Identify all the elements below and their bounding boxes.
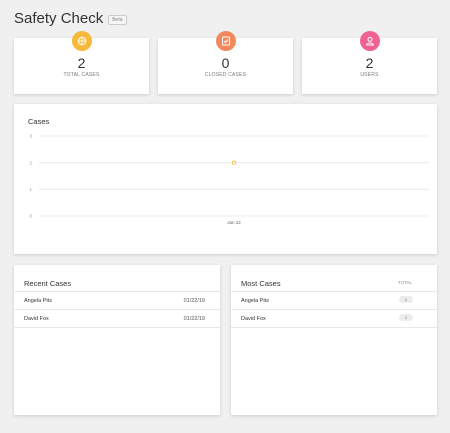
beta-badge: Beta: [108, 15, 127, 25]
total-column-header: TOTAL: [397, 280, 412, 285]
y-tick-label: 3: [29, 134, 32, 139]
case-user-name: Angela Pits: [24, 298, 52, 304]
cases-chart-card: Cases 0 1 2 3 Jan 22: [14, 104, 437, 254]
stat-value: 0: [221, 55, 230, 71]
case-user-name: Angela Pits: [241, 298, 269, 304]
cases-chart: 0 1 2 3 Jan 22: [29, 134, 429, 225]
stat-label: USERS: [360, 72, 379, 78]
stat-label: TOTAL CASES: [63, 72, 100, 78]
stat-card-total-cases: 2 TOTAL CASES: [14, 31, 149, 94]
list-item[interactable]: David Fox 1: [231, 310, 437, 328]
user-icon: [359, 31, 380, 51]
case-count-badge: 1: [399, 314, 413, 321]
stat-card-closed-cases: 0 CLOSED CASES: [158, 31, 293, 94]
y-tick-label: 0: [29, 214, 32, 219]
recent-cases-title: Recent Cases: [24, 279, 72, 288]
list-divider: [231, 291, 437, 292]
most-cases-card: Most Cases TOTAL Angela Pits 1 David Fox…: [231, 265, 437, 415]
list-item[interactable]: Angela Pits 1: [231, 292, 437, 310]
y-tick-label: 2: [29, 160, 32, 165]
y-tick-label: 1: [29, 187, 32, 192]
stat-card-users: 2 USERS: [302, 31, 437, 94]
x-tick-label: Jan 22: [227, 220, 241, 225]
case-date: 01/22/19: [183, 298, 205, 304]
data-point[interactable]: [231, 160, 237, 165]
stat-value: 2: [77, 55, 86, 71]
list-divider: [14, 291, 220, 292]
chart-title: Cases: [28, 117, 50, 126]
recent-cases-card: Recent Cases Angela Pits 01/22/19 David …: [14, 265, 220, 415]
case-user-name: David Fox: [241, 316, 266, 322]
target-icon: [71, 31, 92, 51]
case-date: 01/22/19: [183, 316, 205, 322]
stat-value: 2: [365, 55, 374, 71]
list-item[interactable]: David Fox 01/22/19: [14, 310, 220, 328]
page-title: Safety Check: [14, 10, 104, 27]
list-item[interactable]: Angela Pits 01/22/19: [14, 292, 220, 310]
case-user-name: David Fox: [24, 316, 49, 322]
checklist-icon: [215, 31, 236, 51]
stat-label: CLOSED CASES: [204, 72, 247, 78]
most-cases-title: Most Cases: [241, 279, 281, 288]
case-count-badge: 1: [399, 296, 413, 303]
page-header: Safety Check Beta: [14, 10, 127, 27]
